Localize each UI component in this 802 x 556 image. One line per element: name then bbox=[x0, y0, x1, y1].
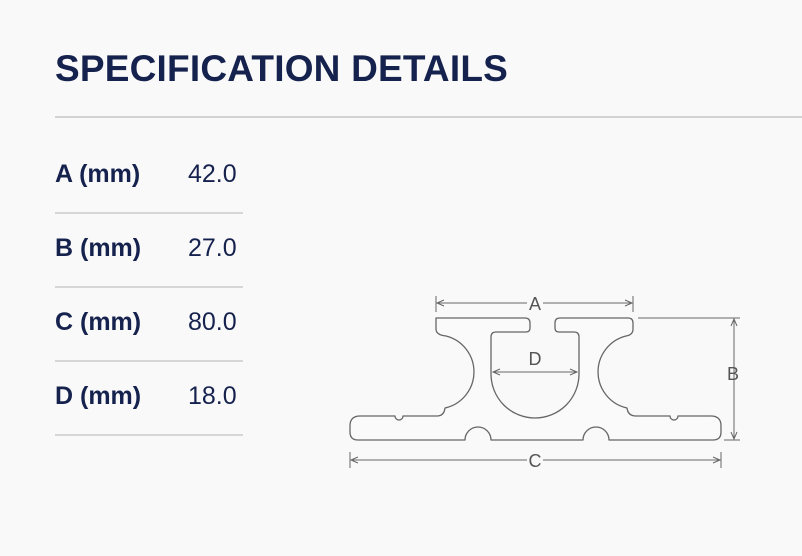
dimension-a bbox=[435, 296, 634, 312]
spec-table: A (mm) 42.0 B (mm) 27.0 C (mm) 80.0 D (m… bbox=[55, 140, 243, 436]
spec-value: 80.0 bbox=[188, 308, 237, 336]
spec-label: D (mm) bbox=[55, 382, 142, 410]
spec-row-d: D (mm) 18.0 bbox=[55, 362, 243, 436]
spec-row-c: C (mm) 80.0 bbox=[55, 288, 243, 362]
dimension-label-c: C bbox=[529, 451, 542, 471]
rail-profile-outline bbox=[349, 317, 722, 441]
spec-value: 42.0 bbox=[188, 160, 237, 188]
dimension-label-a: A bbox=[529, 294, 541, 314]
spec-label: C (mm) bbox=[55, 308, 142, 336]
title-divider bbox=[55, 116, 802, 118]
spec-row-a: A (mm) 42.0 bbox=[55, 140, 243, 214]
spec-label: B (mm) bbox=[55, 234, 142, 262]
spec-label: A (mm) bbox=[55, 160, 141, 188]
dimension-label-d: D bbox=[529, 349, 542, 369]
profile-diagram: A D B C bbox=[349, 294, 740, 471]
spec-value: 27.0 bbox=[188, 234, 237, 262]
dimension-label-b: B bbox=[727, 364, 739, 384]
dimension-c bbox=[349, 452, 722, 468]
spec-row-b: B (mm) 27.0 bbox=[55, 214, 243, 288]
dimension-d bbox=[491, 368, 579, 376]
page-title: SPECIFICATION DETAILS bbox=[55, 48, 509, 89]
dimension-b bbox=[638, 317, 740, 441]
spec-value: 18.0 bbox=[188, 382, 237, 410]
